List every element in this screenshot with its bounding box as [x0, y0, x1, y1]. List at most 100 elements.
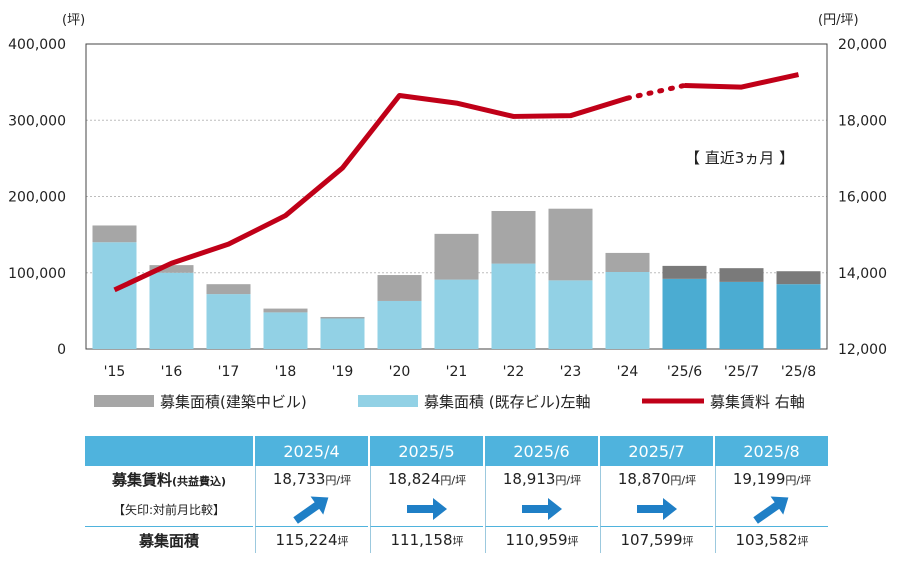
- bar-existing: [662, 278, 707, 349]
- area-unit: 坪: [452, 535, 464, 548]
- bar-existing: [719, 281, 764, 349]
- area-value: 115,224: [275, 531, 338, 549]
- trend-arrow-cell: [600, 492, 713, 526]
- rent-area-chart: 0 100,000 200,000 300,000 400,000 12,000 14,0…: [8, 13, 887, 411]
- arrow-right-icon: [637, 498, 677, 520]
- x-tick-label: '23: [560, 364, 582, 380]
- x-tick-label: '25/7: [724, 364, 759, 380]
- area-cell: 110,959坪: [485, 526, 598, 553]
- rent-cell: 18,733円/坪: [255, 466, 368, 492]
- arrow-up-right-icon: [753, 496, 789, 524]
- x-tick-label: '24: [617, 364, 639, 380]
- area-unit: 坪: [567, 535, 579, 548]
- bar-construction: [434, 233, 479, 280]
- bar-existing: [548, 280, 593, 349]
- left-axis-unit: (坪): [62, 13, 85, 28]
- rent-value: 19,199: [732, 470, 786, 488]
- rent-label: 募集賃料: [111, 470, 172, 489]
- left-tick-label: 100,000: [8, 266, 66, 282]
- bar-construction: [92, 225, 137, 243]
- arrow-right-icon: [522, 498, 562, 520]
- left-tick-label: 200,000: [8, 190, 66, 206]
- bar-construction: [719, 268, 764, 282]
- right-tick-label: 16,000: [838, 190, 887, 206]
- trend-arrow-cell: [255, 492, 368, 526]
- rent-cell: 18,913円/坪: [485, 466, 598, 492]
- rent-cell: 19,199円/坪: [715, 466, 828, 492]
- trend-arrow-cell: [485, 492, 598, 526]
- rent-unit: 円/坪: [325, 474, 352, 487]
- rent-unit: 円/坪: [670, 474, 697, 487]
- bar-existing: [491, 263, 536, 349]
- bar-construction: [776, 271, 821, 285]
- area-unit: 坪: [797, 535, 809, 548]
- bar-existing: [92, 242, 137, 349]
- area-row-label: 募集面積: [85, 526, 253, 553]
- arrow-right-icon: [407, 498, 447, 520]
- left-tick-label: 300,000: [8, 113, 66, 129]
- rent-value: 18,824: [387, 470, 441, 488]
- x-tick-label: '16: [161, 364, 183, 380]
- bars-group: [92, 208, 821, 349]
- left-tick-label: 0: [57, 342, 66, 358]
- area-cell: 103,582坪: [715, 526, 828, 553]
- rent-unit: 円/坪: [785, 474, 812, 487]
- table-rent-row: 募集賃料(共益費込) 18,733円/坪 18,824円/坪 18,913円/坪…: [85, 466, 828, 492]
- arrow-shape: [753, 496, 789, 524]
- area-value: 107,599: [620, 531, 683, 549]
- arrow-up-right-icon: [293, 496, 329, 524]
- rent-line-annual: [113, 92, 629, 293]
- area-cell: 115,224坪: [255, 526, 368, 553]
- area-value: 103,582: [735, 531, 798, 549]
- bar-existing: [776, 284, 821, 349]
- x-tick-label: '22: [503, 364, 525, 380]
- x-tick-label: '18: [275, 364, 297, 380]
- arrow-shape: [293, 496, 329, 524]
- x-axis-labels: '15 '16 '17 '18 '19 '20 '21 '22 '23 '24 '25/6 '25/7…: [104, 364, 816, 380]
- right-tick-label: 20,000: [838, 37, 887, 53]
- bar-construction: [206, 284, 251, 295]
- bar-existing: [377, 300, 422, 349]
- x-tick-label: '21: [446, 364, 468, 380]
- left-axis-ticks: 0 100,000 200,000 300,000 400,000: [8, 37, 66, 358]
- bar-construction: [491, 210, 536, 264]
- left-tick-label: 400,000: [8, 37, 66, 53]
- right-axis-ticks: 12,000 14,000 16,000 18,000 20,000: [838, 37, 887, 358]
- bar-construction: [662, 265, 707, 279]
- area-unit: 坪: [682, 535, 694, 548]
- x-tick-label: '25/6: [667, 364, 702, 380]
- bar-existing: [149, 272, 194, 349]
- area-unit: 坪: [337, 535, 349, 548]
- rent-unit: 円/坪: [440, 474, 467, 487]
- x-tick-label: '17: [218, 364, 240, 380]
- right-axis-unit: (円/坪): [818, 13, 859, 28]
- bar-construction: [605, 252, 650, 272]
- rent-line-group: [113, 72, 800, 293]
- rent-line-dotted-gap: [625, 82, 687, 101]
- area-value: 110,959: [505, 531, 568, 549]
- rent-summary-table: 2025/4 2025/5 2025/6 2025/7 2025/8 募集賃料(…: [83, 436, 830, 553]
- bar-construction: [377, 275, 422, 301]
- area-cell: 111,158坪: [370, 526, 483, 553]
- bar-construction: [548, 208, 593, 281]
- bar-construction: [320, 316, 365, 319]
- table-header-month: 2025/7: [600, 436, 713, 466]
- arrow-shape: [522, 498, 562, 520]
- trend-arrow-cell: [370, 492, 483, 526]
- legend-swatch-construction: [94, 395, 154, 407]
- bar-construction: [263, 308, 308, 313]
- legend-swatch-existing: [358, 395, 418, 407]
- right-tick-label: 18,000: [838, 113, 887, 129]
- x-tick-label: '15: [104, 364, 126, 380]
- table-arrow-row: 【矢印:対前月比較】: [85, 492, 828, 526]
- rent-label-note: (共益費込): [171, 474, 227, 488]
- area-cell: 107,599坪: [600, 526, 713, 553]
- table-header-month: 2025/5: [370, 436, 483, 466]
- arrow-shape: [407, 498, 447, 520]
- bar-existing: [320, 318, 365, 349]
- arrow-row-label: 【矢印:対前月比較】: [112, 502, 226, 517]
- table-header-row: 2025/4 2025/5 2025/6 2025/7 2025/8: [85, 436, 828, 466]
- bar-existing: [263, 312, 308, 349]
- rent-row-label: 募集賃料(共益費込): [85, 466, 253, 492]
- recent-3-months-annotation: 【 直近3ヵ月 】: [685, 149, 794, 167]
